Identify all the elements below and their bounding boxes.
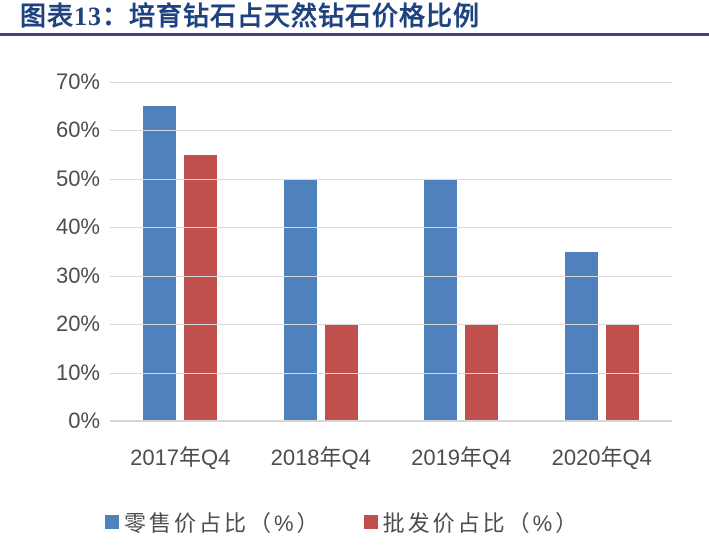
bar-group	[532, 82, 673, 421]
figure-title-bar: 图表13：培育钻石占天然钻石价格比例	[0, 0, 709, 36]
legend-label: 批发价占比（%）	[382, 511, 581, 536]
bar	[424, 178, 458, 421]
bar-group	[391, 82, 532, 421]
y-tick-label: 10%	[55, 360, 100, 385]
legend-swatch-icon	[363, 515, 378, 529]
x-tick-label: 2018年Q4	[270, 445, 371, 470]
legend-swatch-icon	[105, 515, 119, 529]
y-tick-label: 0%	[68, 408, 100, 433]
gridline	[110, 373, 672, 374]
bar	[143, 106, 177, 421]
bar	[605, 324, 639, 421]
gridline	[110, 276, 672, 277]
legend-label: 零售价占比（%）	[124, 511, 322, 536]
gridline	[110, 130, 672, 131]
plot-area	[110, 82, 672, 422]
bar	[184, 154, 218, 421]
gridline	[110, 420, 672, 422]
gridline	[110, 179, 672, 180]
x-tick-label: 2020年Q4	[551, 445, 652, 470]
x-tick-label: 2017年Q4	[130, 445, 231, 470]
bar	[465, 324, 499, 421]
bar	[283, 178, 317, 421]
x-axis: 2017年Q4 2018年Q4 2019年Q4 2020年Q4	[110, 440, 672, 472]
y-tick-label: 60%	[55, 117, 100, 142]
y-axis: 0% 10% 20% 30% 40% 50% 60% 70%	[0, 71, 100, 432]
y-tick-label: 20%	[55, 311, 100, 336]
gridline	[110, 227, 672, 228]
y-tick-label: 40%	[55, 214, 100, 239]
x-tick-label: 2019年Q4	[411, 445, 512, 470]
legend-item: 零售价占比（%）	[105, 506, 322, 538]
gridline	[110, 82, 672, 83]
y-tick-label: 30%	[55, 263, 100, 288]
bar-group	[110, 82, 251, 421]
legend: 零售价占比（%） 批发价占比（%）	[105, 506, 580, 538]
y-tick-label: 50%	[55, 166, 100, 191]
legend-item: 批发价占比（%）	[363, 506, 581, 538]
bar	[564, 251, 598, 421]
figure-title: 图表13：培育钻石占天然钻石价格比例	[20, 2, 481, 31]
gridline	[110, 324, 672, 325]
bar	[324, 324, 358, 421]
bar-groups	[110, 82, 672, 421]
bar-group	[251, 82, 392, 421]
y-tick-label: 70%	[55, 69, 100, 94]
